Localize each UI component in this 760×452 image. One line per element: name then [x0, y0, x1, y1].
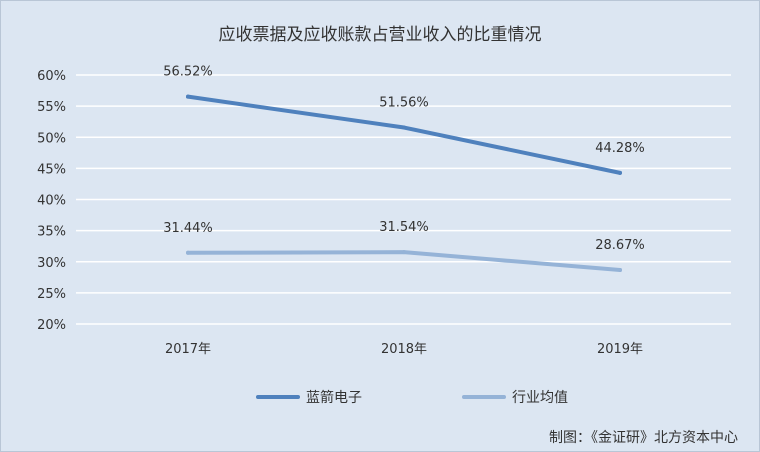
y-tick-label: 45%: [37, 162, 66, 177]
x-axis-ticks: 2017年 2018年 2019年: [165, 342, 643, 357]
data-point: [186, 94, 190, 99]
x-tick-label: 2018年: [381, 342, 427, 357]
data-point: [402, 250, 406, 255]
data-label: 44.28%: [595, 141, 645, 156]
data-label: 28.67%: [595, 238, 645, 253]
y-tick-label: 35%: [37, 225, 66, 240]
x-tick-label: 2019年: [597, 342, 643, 357]
y-tick-label: 50%: [37, 131, 66, 146]
data-point: [618, 268, 622, 273]
chart-title: 应收票据及应收账款占营业收入的比重情况: [219, 25, 542, 45]
data-labels: 56.52% 51.56% 44.28% 31.44% 31.54% 28.67%: [163, 65, 645, 253]
data-label: 51.56%: [379, 96, 429, 111]
data-label: 31.44%: [163, 221, 213, 236]
data-point: [618, 170, 622, 175]
y-tick-label: 25%: [37, 287, 66, 302]
legend-label: 蓝箭电子: [306, 389, 362, 406]
y-axis-ticks: 20% 25% 30% 35% 40% 45% 50% 55% 60%: [37, 69, 66, 333]
data-point: [402, 125, 406, 130]
source-note: 制图：《金证研》北方资本中心: [549, 430, 738, 446]
y-tick-label: 55%: [37, 100, 66, 115]
series-lines: [186, 94, 622, 273]
legend-label: 行业均值: [512, 390, 568, 406]
y-tick-label: 20%: [37, 318, 66, 333]
x-tick-label: 2017年: [165, 342, 211, 357]
data-label: 31.54%: [379, 220, 429, 235]
data-point: [186, 250, 190, 255]
y-tick-label: 60%: [37, 69, 66, 84]
legend: 蓝箭电子 行业均值: [256, 389, 568, 406]
data-label: 56.52%: [163, 65, 213, 80]
y-tick-label: 30%: [37, 256, 66, 271]
gridlines: [76, 74, 731, 325]
y-tick-label: 40%: [37, 194, 66, 209]
